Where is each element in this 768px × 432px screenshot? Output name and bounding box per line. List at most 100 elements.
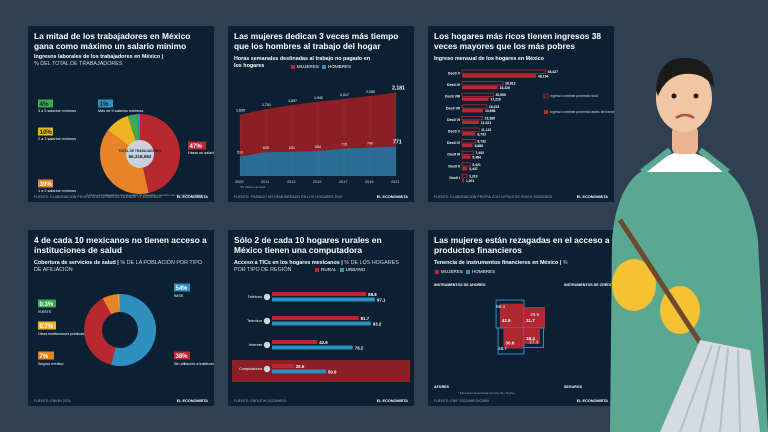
card-title: Sólo 2 de cada 10 hogares rurales en Méx… <box>234 235 382 255</box>
legend: RURAL URBANO <box>312 267 365 272</box>
label-rural: 81.7 <box>361 316 370 321</box>
x-tick: 2017 <box>339 180 347 184</box>
category-label: Computadora <box>239 367 263 371</box>
category-icon <box>263 317 271 325</box>
slice-value: 10% <box>40 129 53 136</box>
decile-label: Decil VIII <box>445 95 460 99</box>
label-hombres: 56.4 <box>496 304 505 309</box>
value-badge <box>38 299 56 308</box>
label-mujeres: 1,751 <box>262 103 271 107</box>
quadrant-label: AFORES <box>434 385 450 389</box>
label-hombres: 771 <box>393 140 402 146</box>
bar-transfer <box>462 143 473 148</box>
value-badge <box>38 99 53 108</box>
bar-transfer <box>462 178 464 182</box>
card-income-deciles: Los hogares más ricos tienen ingresos 38… <box>428 26 614 202</box>
x-tick: 2019 <box>365 180 373 184</box>
slice-label: 3 a 5 salarios mínimos <box>38 109 76 113</box>
source-text: FUENTE: ENDUTIH 2022/INEGI EL ECONOMISTA <box>234 399 408 403</box>
pie-center <box>126 140 154 168</box>
card-subtitle: Ingresos laborales de los trabajadores e… <box>34 54 164 67</box>
value-badge <box>38 351 54 360</box>
value-badge <box>98 99 113 108</box>
label-mujeres: 1,605 <box>236 109 245 113</box>
x-tick: 2015 <box>313 180 321 184</box>
label-transfer: 1,201 <box>466 179 475 183</box>
square-mujeres <box>503 328 524 349</box>
label-transfer: 13,658 <box>485 109 495 113</box>
category-icon <box>263 365 271 373</box>
label-hombres: 29.5 <box>530 312 539 317</box>
value-badge <box>174 283 190 292</box>
donut-chart-health: 54% IMSS 38% Sin afiliación a instituciones… <box>38 283 214 366</box>
label-transfer: 8,733 <box>477 132 486 136</box>
label-total: 26,812 <box>505 82 515 86</box>
bar-total <box>461 116 483 121</box>
label-transfer: 11,021 <box>481 121 491 125</box>
bar-urbano <box>272 345 353 350</box>
decile-label: Decil IX <box>447 83 461 87</box>
quadrant-label: INSTRUMENTOS DE AHORRO <box>434 283 486 287</box>
card-subtitle: Cobertura de servicios de salud | % DE L… <box>34 260 202 273</box>
pie-slice <box>140 114 180 194</box>
square-mujeres <box>499 303 524 328</box>
slice-value: 39% <box>40 181 53 188</box>
chart-note: * Información al porcentaje de entre 18 … <box>458 391 515 395</box>
label-transfer: 23,220 <box>500 86 510 90</box>
label-mujeres: 42.6 <box>502 318 511 323</box>
label-mujeres: 2,017 <box>340 93 349 97</box>
label-rural: 42.6 <box>319 340 328 345</box>
pie-slice <box>100 130 149 194</box>
legend-transfer: Ingreso corriente promedio antes de tran… <box>550 110 614 114</box>
bar-total <box>461 162 471 167</box>
card-housework: Las mujeres dedican 3 veces más tiempo q… <box>228 26 414 202</box>
value-badge <box>188 141 206 150</box>
square-chart-finance: 42.6 56.4 INSTRUMENTOS DE AHORRO 31.729.5 IN… <box>434 282 614 395</box>
donut-slice <box>102 294 119 315</box>
label-mujeres: 2,181 <box>392 86 405 92</box>
card-health: 4 de cada 10 mexicanos no tienen acceso … <box>28 230 214 406</box>
label-transfer: 48,194 <box>538 74 548 78</box>
hair <box>656 57 714 96</box>
right-eye <box>693 93 699 99</box>
x-tick: 2013 <box>287 180 295 184</box>
chart-note: *Incluye a los trabajadores que no recib… <box>86 193 203 197</box>
bar-urbano <box>272 321 371 326</box>
bar-rural <box>272 340 318 344</box>
donut-slice <box>117 294 120 313</box>
slice-label: Hasta un salario mínimo* <box>188 151 214 155</box>
card-finance: Las mujeres están rezagadas en el acceso… <box>428 230 614 406</box>
bar-rural <box>272 316 359 320</box>
mouth <box>675 113 695 120</box>
card-subtitle: Acceso a TICs en los hogares mexicanos |… <box>234 260 399 273</box>
label-total: 5,421 <box>472 163 481 167</box>
value-badge <box>38 127 53 136</box>
x-tick: 2009 <box>235 180 243 184</box>
label-total: 7,403 <box>475 151 484 155</box>
bar-transfer <box>462 120 479 124</box>
source-text: FUENTE: ENIGH 2021 EL ECONOMISTA <box>34 399 208 403</box>
face <box>656 64 712 132</box>
x-tick: 2021 <box>391 180 399 184</box>
card-tics: Sólo 2 de cada 10 hogares rurales en Méx… <box>228 230 414 406</box>
bar-transfer <box>462 85 498 90</box>
chart-note: *En millones de horas <box>240 185 266 189</box>
bar-transfer <box>462 97 489 101</box>
center-value: 55,318,682 <box>129 154 152 159</box>
category-label: Televisor <box>247 319 263 323</box>
slice-label: 1 a 2 salarios mínimos <box>38 189 76 193</box>
decile-label: Decil I <box>449 176 460 180</box>
area-chart-housework: 1,605 1,751 1,857 1,940 2,017 2,090 2,181 510 62… <box>235 86 405 189</box>
bar-total <box>461 173 468 179</box>
legend-swatch-total <box>543 93 549 99</box>
bar-transfer <box>462 109 483 113</box>
card-subtitle: Ingreso mensual de los hogares en México <box>434 56 544 62</box>
decile-label: Decil IV <box>447 141 461 145</box>
apron-straps <box>640 147 730 175</box>
slice-value: 7% <box>40 354 49 360</box>
slice-value: 0.7% <box>40 324 54 330</box>
label-transfer: 5,484 <box>472 156 481 160</box>
slice-label: Otras instituciones públicas <box>38 332 84 336</box>
quadrant-label: SEGUROS <box>564 385 583 389</box>
